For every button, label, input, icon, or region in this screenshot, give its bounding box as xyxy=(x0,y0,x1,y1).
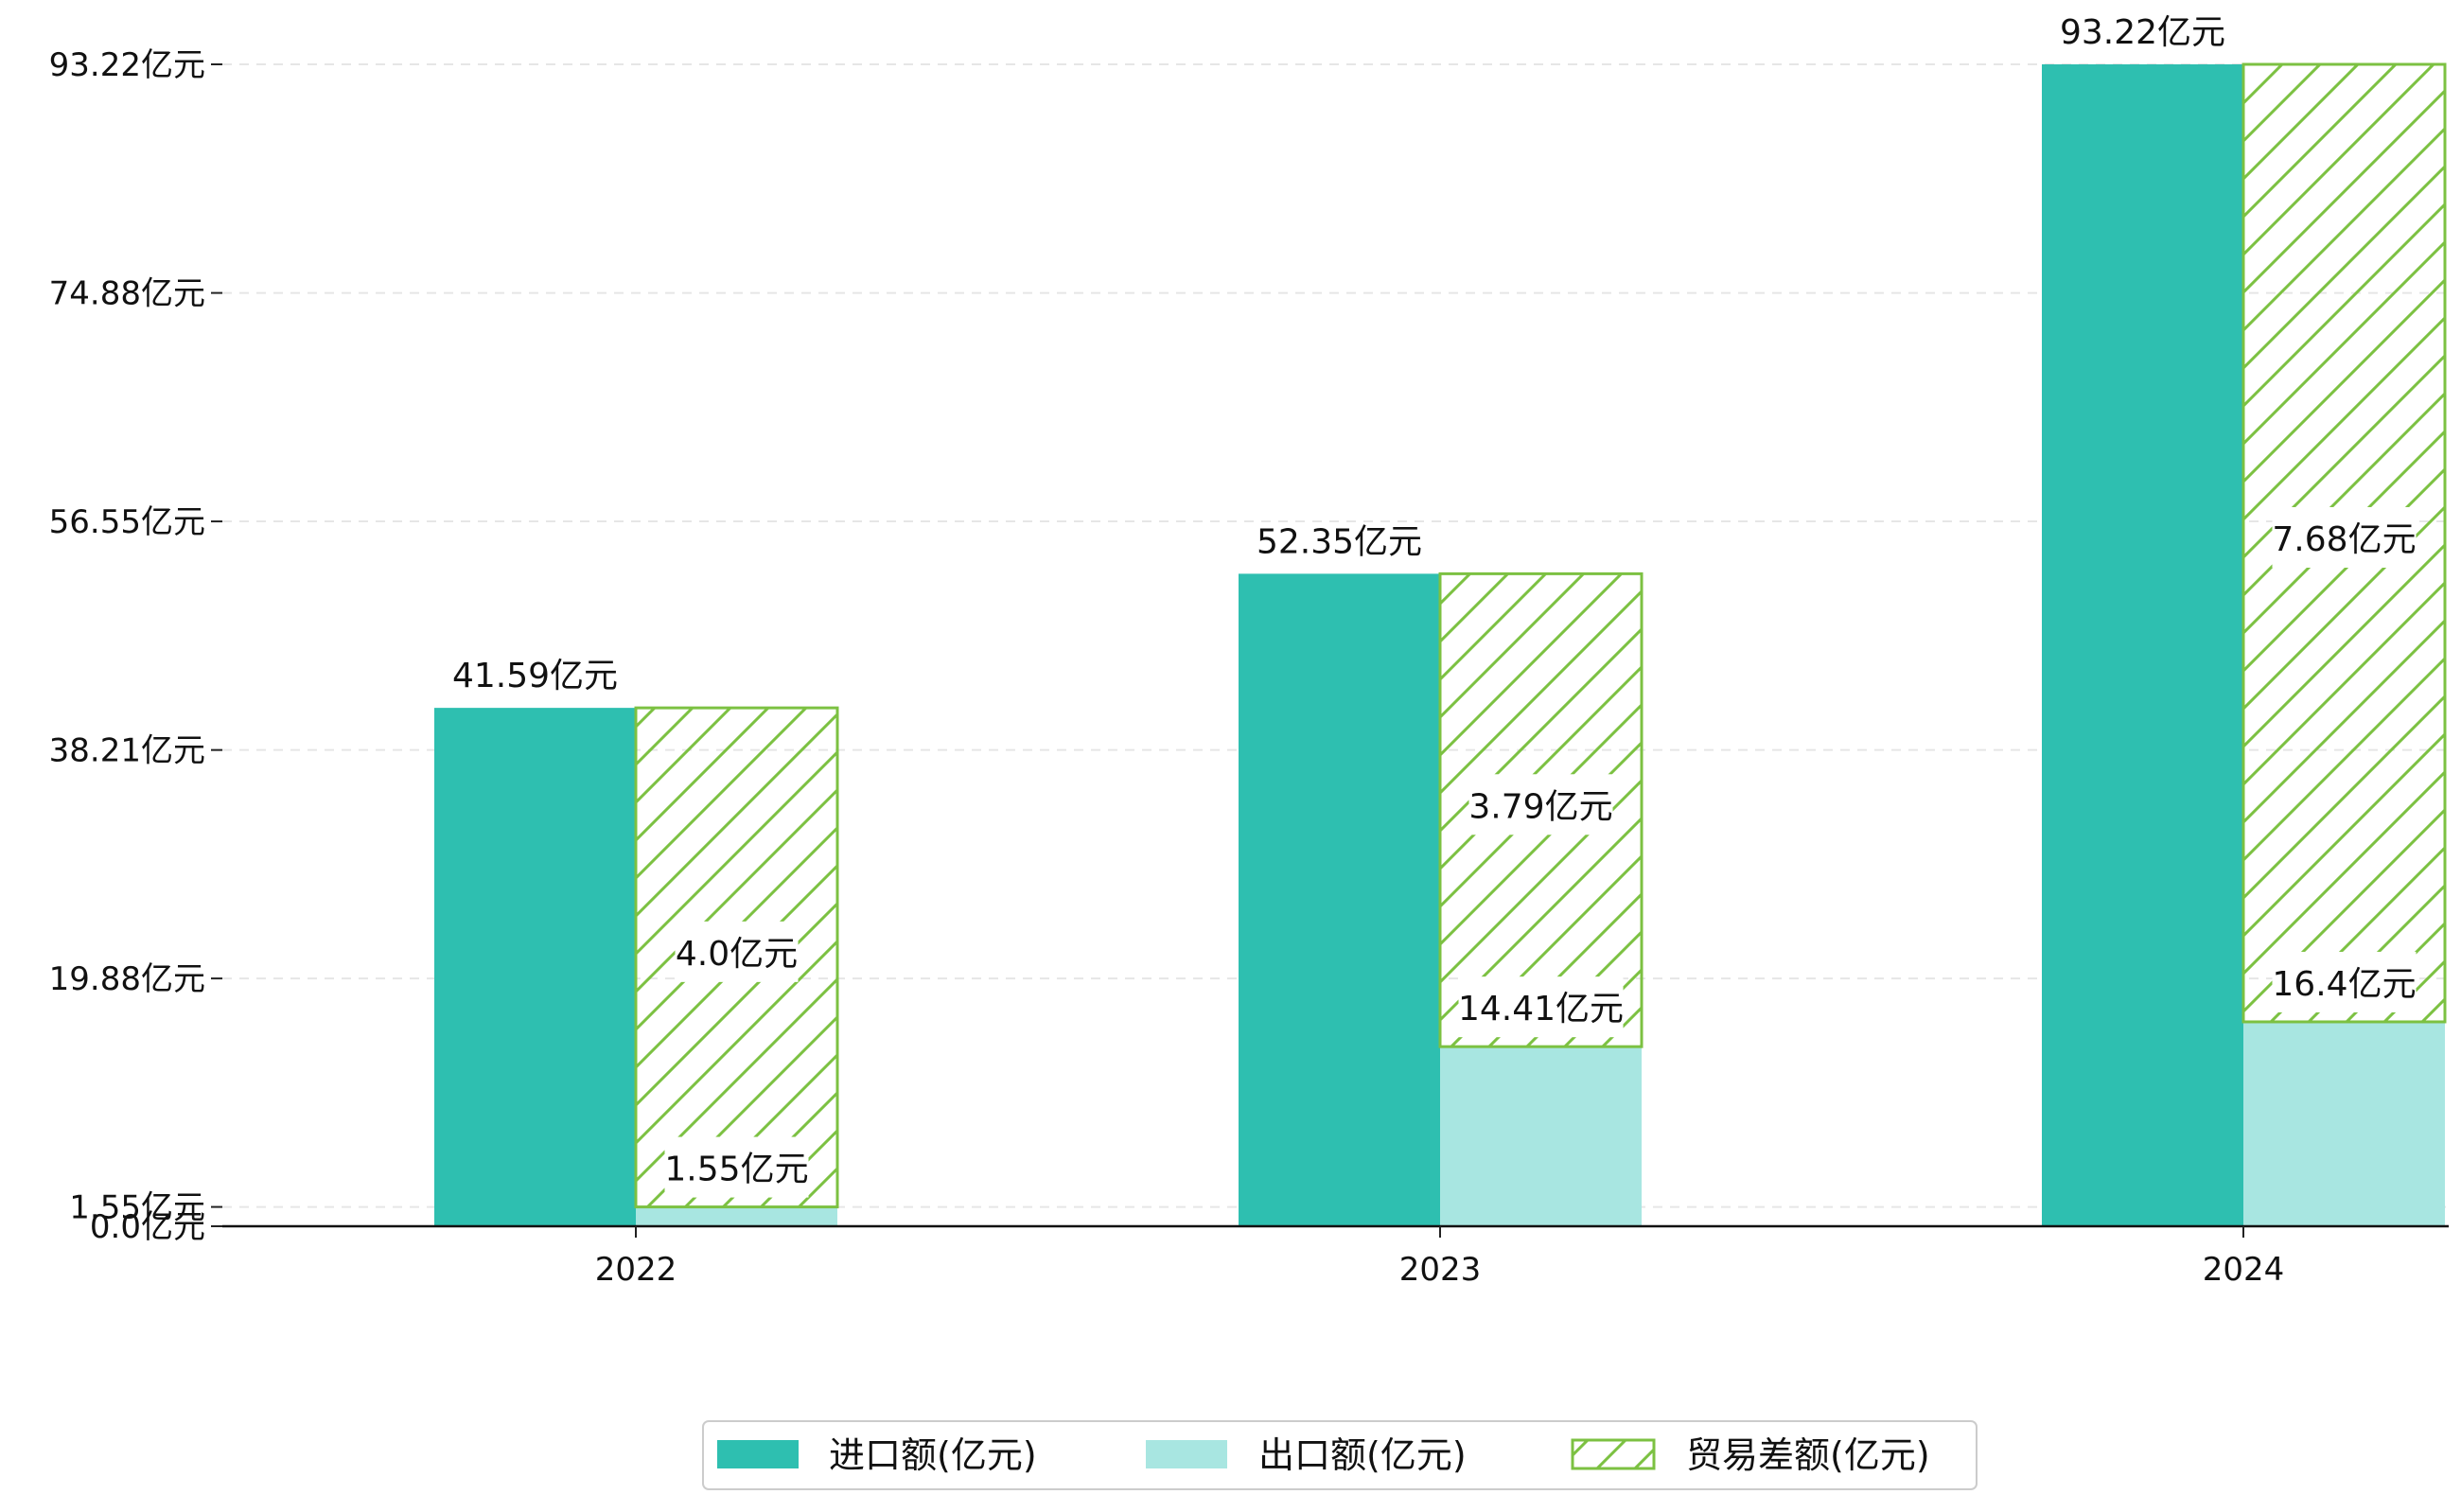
bar-export-2022 xyxy=(636,1206,837,1226)
data-label-bg-trade-balance-2023 xyxy=(1468,774,1613,835)
y-tick-label: 56.55亿元 xyxy=(49,503,205,541)
data-label-trade-balance-2023: 3.79亿元 xyxy=(1468,787,1612,826)
bar-import-2024 xyxy=(2042,64,2243,1226)
y-tick-label: 19.88亿元 xyxy=(49,960,205,998)
data-label-trade-balance-2024: 7.68亿元 xyxy=(2272,520,2416,559)
data-label-bg-export-2022 xyxy=(664,1136,809,1198)
legend-label-import: 进口额(亿元) xyxy=(829,1434,1037,1476)
bars xyxy=(434,62,2447,1226)
legend-label-trade-balance: 贸易差额(亿元) xyxy=(1686,1434,1930,1476)
x-tick-label-2022: 2022 xyxy=(595,1251,677,1289)
y-tick-label: 74.88亿元 xyxy=(49,275,205,313)
bar-export-2023 xyxy=(1440,1046,1642,1226)
data-label-import-2023: 52.35亿元 xyxy=(1257,522,1422,561)
bar-import-2022 xyxy=(434,708,636,1226)
data-label-export-2022: 1.55亿元 xyxy=(664,1151,808,1189)
data-label-bg-trade-balance-2022 xyxy=(675,921,799,982)
legend-swatch-export xyxy=(1146,1440,1227,1468)
legend-label-export: 出口额(亿元) xyxy=(1258,1434,1467,1476)
y-tick-label: 38.21亿元 xyxy=(49,732,205,770)
data-label-import-2024: 93.22亿元 xyxy=(2060,13,2225,52)
legend-frame xyxy=(702,1420,1978,1490)
bar-import-2023 xyxy=(1239,573,1440,1226)
axes: 0.0亿元1.55亿元19.88亿元38.21亿元56.55亿元74.88亿元9… xyxy=(49,46,2449,1289)
data-label-import-2022: 41.59亿元 xyxy=(452,657,618,695)
y-tick-label: 93.22亿元 xyxy=(49,46,205,84)
data-label-bg-export-2023 xyxy=(1458,976,1624,1038)
y-tick-label: 0.0亿元 xyxy=(90,1208,205,1246)
y-tick-label: 1.55亿元 xyxy=(69,1189,205,1227)
data-labels: 41.59亿元 1.55亿元 4.0亿元 52.35亿元 14.41亿元 3.79亿元 93… xyxy=(452,13,2417,1198)
data-label-bg-export-2024 xyxy=(2272,951,2417,1012)
data-label-export-2023: 14.41亿元 xyxy=(1458,990,1624,1029)
legend-swatch-import xyxy=(717,1440,799,1468)
data-label-export-2024: 16.4亿元 xyxy=(2272,965,2416,1004)
bar-export-2024 xyxy=(2243,1021,2445,1226)
legend-swatch-trade-balance xyxy=(1571,1438,1656,1470)
data-label-trade-balance-2022: 4.0亿元 xyxy=(676,935,798,974)
x-tick-label-2023: 2023 xyxy=(1399,1251,1482,1289)
legend: 进口额(亿元) 出口额(亿元) 贸易差额(亿元) xyxy=(702,1420,1978,1490)
x-tick-label-2024: 2024 xyxy=(2203,1251,2285,1289)
data-label-bg-trade-balance-2024 xyxy=(2272,506,2417,568)
